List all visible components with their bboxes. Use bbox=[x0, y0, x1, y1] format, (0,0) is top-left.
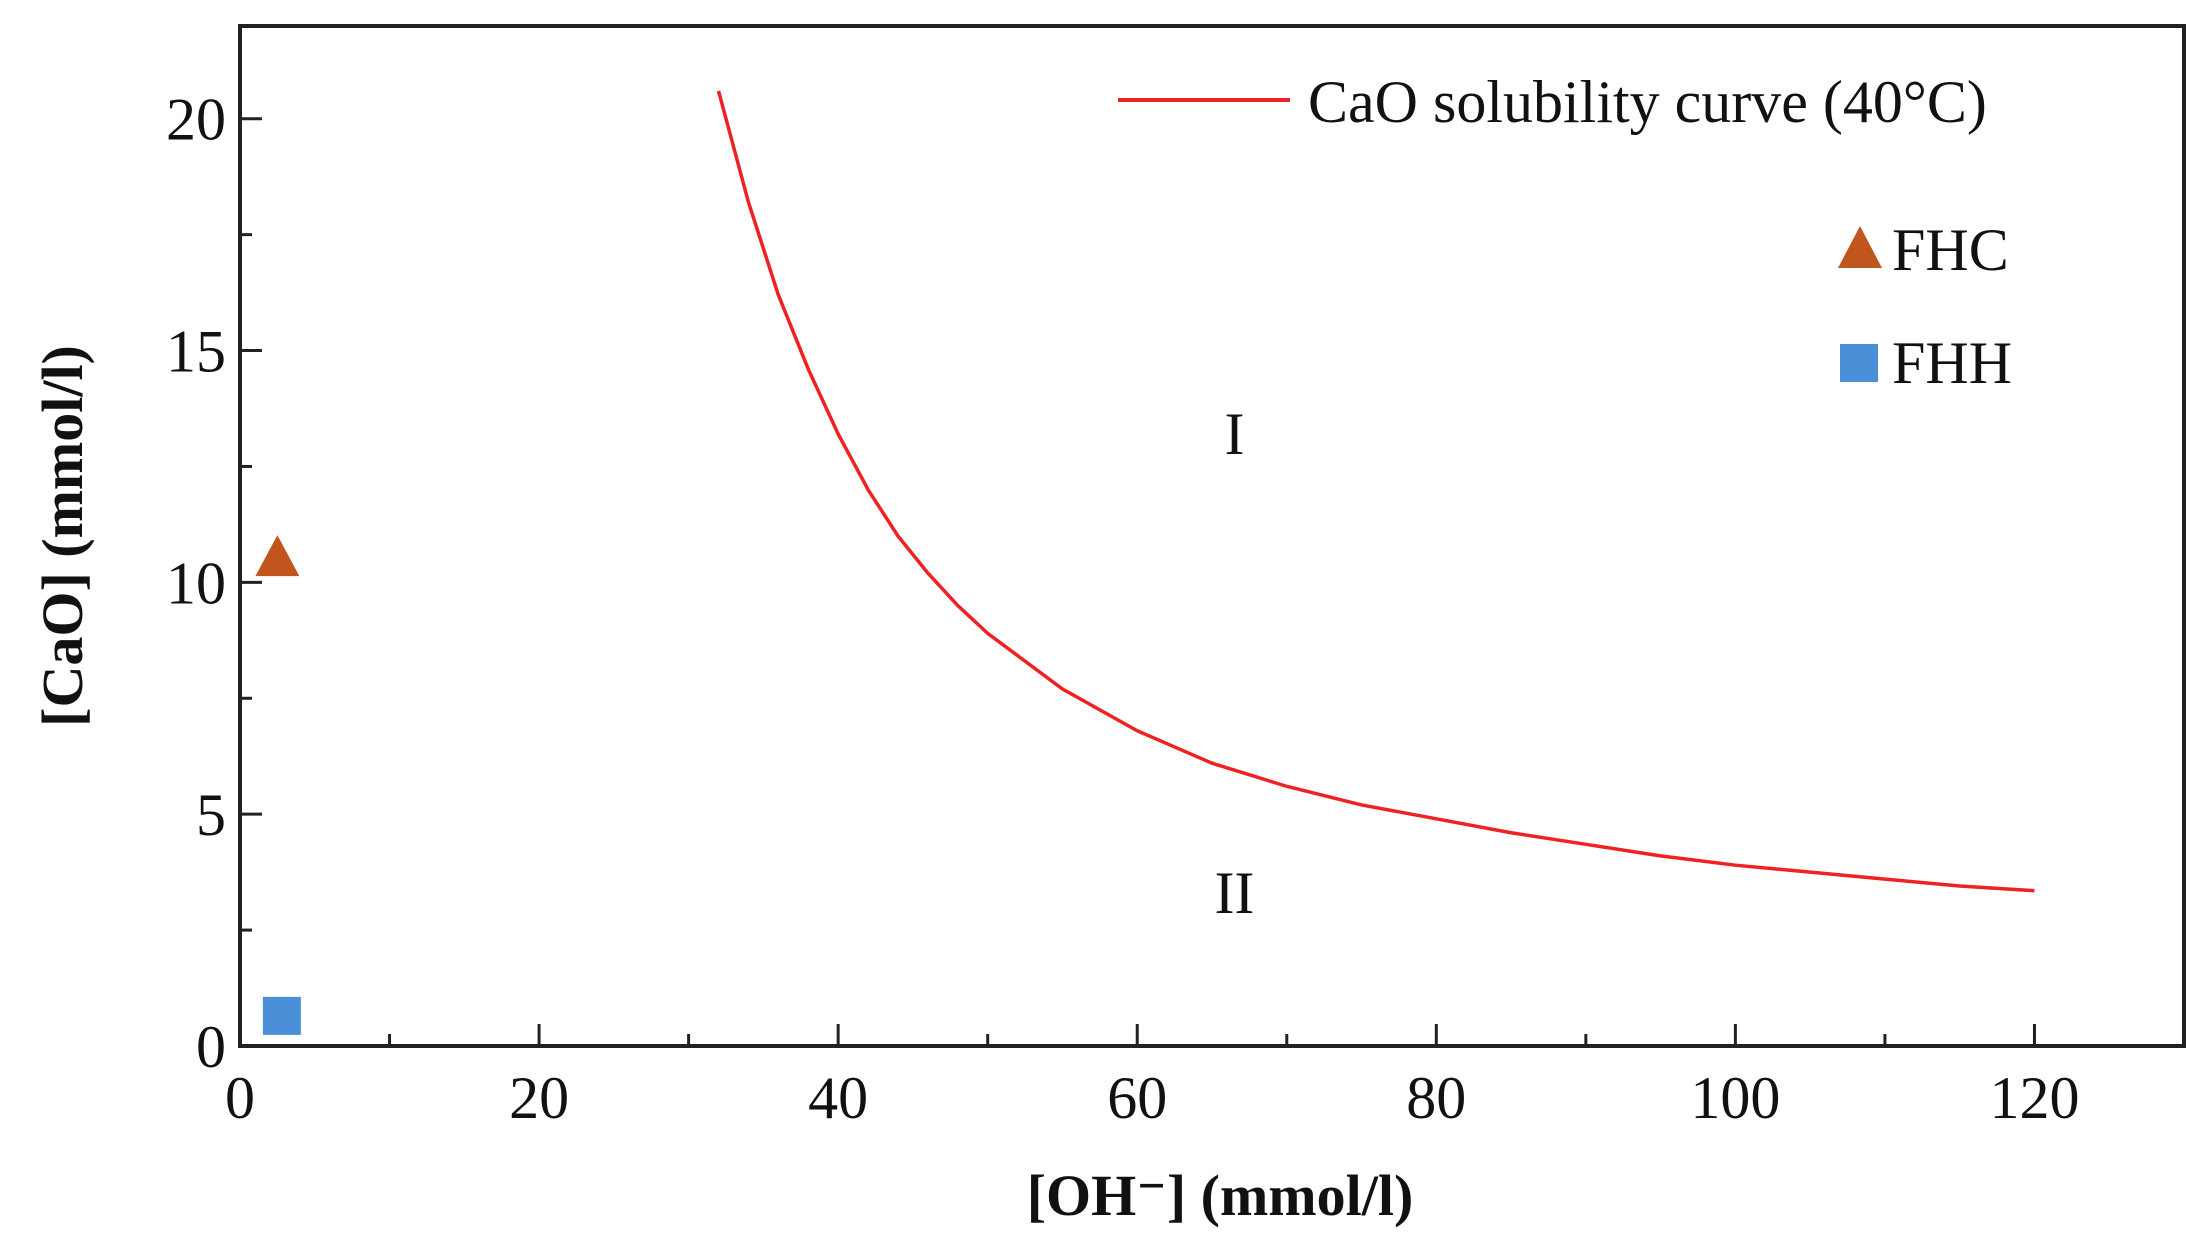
x-tick-label-80: 80 bbox=[1406, 1065, 1466, 1131]
y-tick-label-15: 15 bbox=[166, 319, 226, 385]
x-axis-title: [OH⁻] (mmol/l) bbox=[1027, 1163, 1414, 1228]
solubility-curve bbox=[716, 90, 2035, 893]
region-label-II: II bbox=[1214, 860, 1254, 926]
plot-frame bbox=[238, 24, 2186, 1048]
x-tick-label-60: 60 bbox=[1107, 1065, 1167, 1131]
legend-fhc-label: FHC bbox=[1892, 217, 2009, 283]
x-tick-label-120: 120 bbox=[1989, 1065, 2079, 1131]
y-tick-label-20: 20 bbox=[166, 87, 226, 153]
x-tick-label-40: 40 bbox=[808, 1065, 868, 1131]
legend-line-label: CaO solubility curve (40°C) bbox=[1308, 69, 1987, 135]
legend-fhh-label: FHH bbox=[1892, 330, 2012, 396]
fhh-point bbox=[262, 996, 301, 1035]
region-label-I: I bbox=[1224, 401, 1244, 467]
legend-fhc-swatch bbox=[1838, 226, 1882, 268]
y-tick-label-10: 10 bbox=[166, 550, 226, 616]
y-axis-title: [CaO] (mmol/l) bbox=[30, 345, 95, 727]
y-tick-label-0: 0 bbox=[196, 1014, 226, 1080]
fhc-point bbox=[255, 535, 300, 577]
legend-fhh-swatch bbox=[1840, 344, 1878, 382]
x-tick-label-0: 0 bbox=[225, 1065, 255, 1131]
x-tick-label-20: 20 bbox=[509, 1065, 569, 1131]
x-tick-label-100: 100 bbox=[1690, 1065, 1780, 1131]
y-tick-label-5: 5 bbox=[196, 782, 226, 848]
